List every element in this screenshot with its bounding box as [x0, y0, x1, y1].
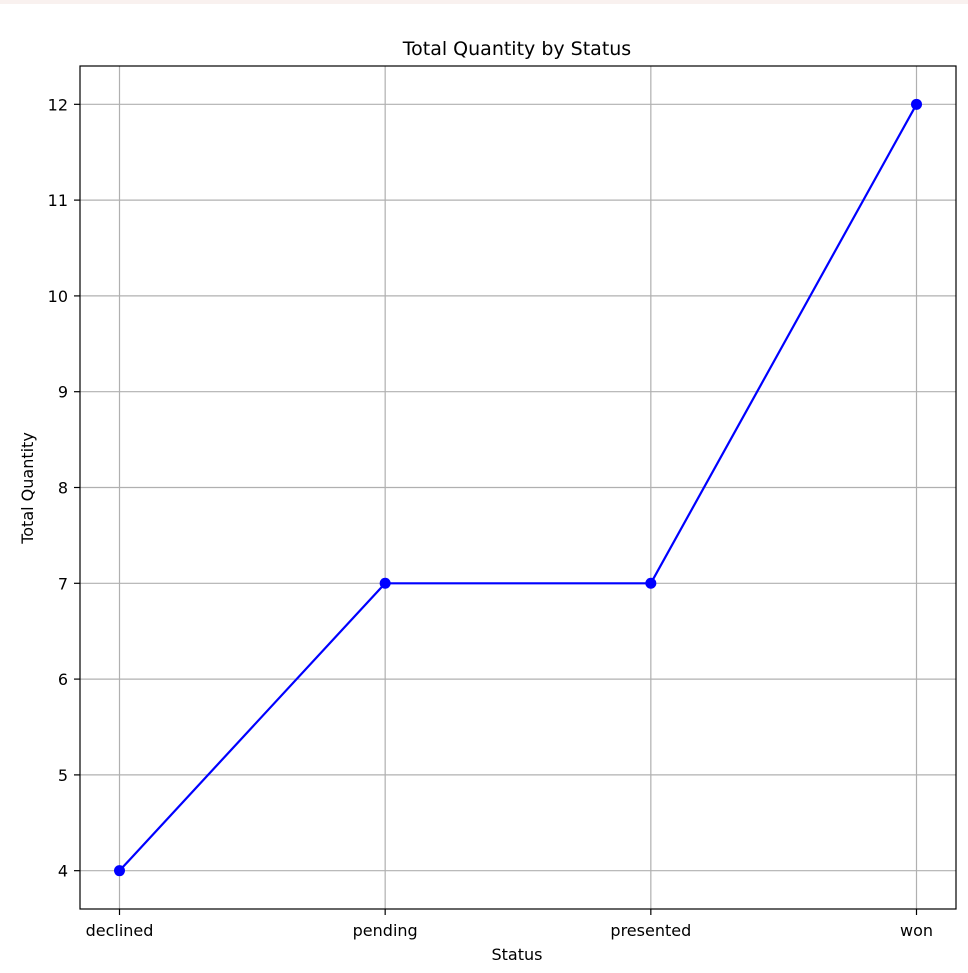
y-tick-label: 7 — [58, 574, 68, 593]
top-strip — [0, 0, 968, 4]
data-point — [379, 577, 391, 589]
y-tick-label: 9 — [58, 383, 68, 402]
x-tick-label: won — [900, 921, 933, 940]
y-tick-label: 4 — [58, 862, 68, 881]
x-tick-label: declined — [86, 921, 154, 940]
chart-title: Total Quantity by Status — [402, 38, 631, 60]
data-point — [114, 865, 125, 877]
series-layer — [114, 98, 922, 877]
y-tick-label: 10 — [48, 287, 68, 306]
data-point — [645, 577, 657, 589]
series-line — [118, 103, 918, 872]
x-axis-label: Status — [492, 945, 543, 964]
x-tick-label: presented — [610, 921, 691, 940]
y-tick-label: 8 — [58, 479, 68, 498]
data-point — [911, 98, 922, 110]
y-tick-label: 12 — [48, 95, 68, 114]
grid-layer — [80, 66, 956, 909]
x-tick-label: pending — [353, 921, 418, 940]
ticks-layer: 4 5 6 7 8 9 10 11 12 declined pending presented won — [48, 95, 933, 940]
y-tick-label: 5 — [58, 766, 68, 785]
y-tick-label: 11 — [48, 191, 68, 210]
y-tick-label: 6 — [58, 670, 68, 689]
y-axis-label: Total Quantity — [18, 432, 37, 545]
